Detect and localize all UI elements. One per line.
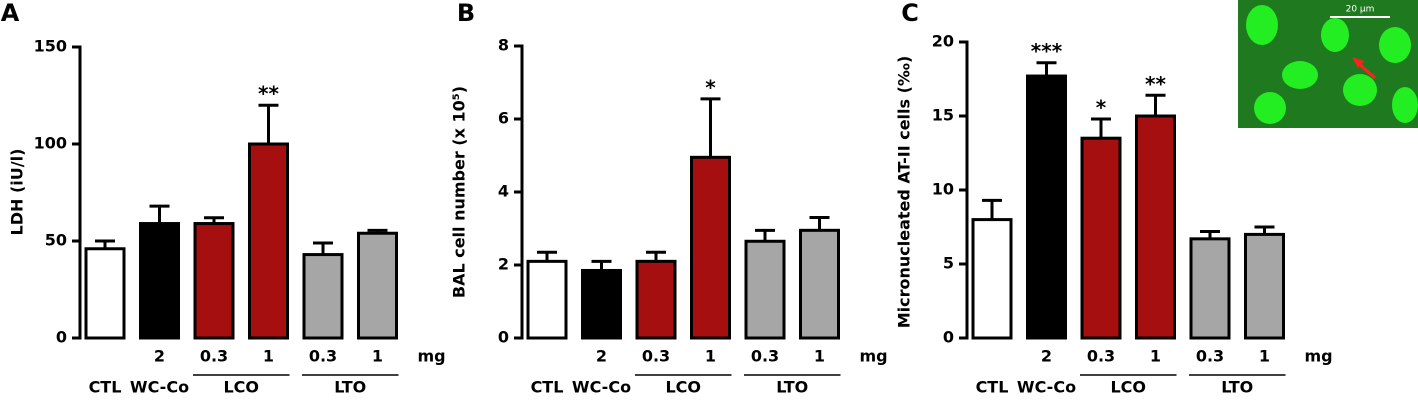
- bar: [1189, 237, 1231, 340]
- y-tick-label: 15: [932, 106, 954, 125]
- dose-label: 0.3: [200, 347, 228, 366]
- panel-label: C: [901, 0, 919, 27]
- dose-label: 1: [1259, 347, 1270, 366]
- y-axis-title: BAL cell number (x 10⁵): [450, 86, 469, 298]
- bar: [139, 222, 180, 340]
- group-label: CTL: [531, 378, 564, 397]
- y-tick-label: 0: [943, 328, 954, 347]
- significance-label: *: [705, 75, 716, 99]
- y-tick-label: 50: [45, 231, 67, 250]
- dose-label: 0.3: [309, 347, 337, 366]
- y-tick-label: 0: [56, 328, 67, 347]
- dose-unit: mg: [860, 347, 888, 366]
- dose-unit: mg: [1305, 347, 1333, 366]
- dose-label: 1: [814, 347, 825, 366]
- y-tick-label: 4: [498, 182, 509, 201]
- significance-label: ***: [1031, 39, 1063, 63]
- dose-label: 1: [705, 347, 716, 366]
- bar: [581, 268, 622, 340]
- y-tick-label: 100: [34, 134, 67, 153]
- y-tick-label: 8: [498, 36, 509, 55]
- dose-label: 1: [372, 347, 383, 366]
- nucleus: [1392, 87, 1418, 123]
- group-label: LTO: [1221, 378, 1253, 397]
- group-label: CTL: [976, 378, 1009, 397]
- bar: [799, 228, 840, 340]
- y-tick-label: 2: [498, 255, 509, 274]
- nucleus: [1246, 5, 1278, 45]
- dose-label: 0.3: [642, 347, 670, 366]
- significance-label: *: [1096, 95, 1107, 119]
- dose-label: 2: [154, 347, 165, 366]
- group-label: LTO: [334, 378, 366, 397]
- bar: [193, 222, 235, 340]
- dose-label: 2: [596, 347, 607, 366]
- bar: [526, 259, 568, 340]
- dose-unit: mg: [418, 347, 446, 366]
- group-label: WC-Co: [130, 378, 189, 397]
- group-label: LCO: [1110, 378, 1146, 397]
- y-tick-label: 0: [498, 328, 509, 347]
- bar: [1135, 114, 1176, 340]
- micrograph-inset: 20 µm: [1238, 0, 1418, 128]
- dose-label: 1: [1150, 347, 1161, 366]
- bar: [248, 142, 289, 340]
- y-tick-label: 10: [932, 180, 954, 199]
- y-tick-label: 5: [943, 254, 954, 273]
- dose-label: 0.3: [1087, 347, 1115, 366]
- nucleus: [1379, 27, 1411, 63]
- dose-label: 0.3: [1196, 347, 1224, 366]
- group-label: LCO: [665, 378, 701, 397]
- group-label: WC-Co: [1017, 378, 1076, 397]
- bar: [357, 231, 398, 340]
- dose-label: 1: [263, 347, 274, 366]
- nucleus: [1282, 61, 1318, 89]
- bar: [1080, 136, 1122, 340]
- bar: [1026, 74, 1067, 340]
- group-label: LCO: [223, 378, 259, 397]
- group-label: CTL: [89, 378, 122, 397]
- bar: [744, 239, 786, 340]
- significance-label: **: [1145, 72, 1166, 96]
- nucleus: [1343, 74, 1377, 106]
- group-label: WC-Co: [572, 378, 631, 397]
- significance-label: **: [258, 82, 279, 106]
- arrow-head: [1352, 57, 1364, 68]
- group-label: LTO: [776, 378, 808, 397]
- scale-label: 20 µm: [1346, 5, 1375, 15]
- nucleus: [1321, 18, 1349, 52]
- dose-label: 0.3: [751, 347, 779, 366]
- y-tick-label: 20: [932, 32, 954, 51]
- bar: [635, 259, 677, 340]
- dose-label: 2: [1041, 347, 1052, 366]
- panel-label: B: [457, 0, 475, 27]
- bar: [1244, 232, 1285, 340]
- y-tick-label: 6: [498, 109, 509, 128]
- y-tick-label: 150: [34, 37, 67, 56]
- y-axis-title: Micronucleated AT-II cells (‰): [895, 56, 914, 329]
- bar: [971, 218, 1013, 340]
- bar: [84, 247, 126, 340]
- panel-label: A: [1, 0, 20, 27]
- bar: [302, 253, 344, 340]
- y-axis-title: LDH (iU/l): [8, 149, 27, 236]
- bar: [690, 155, 731, 340]
- nucleus: [1254, 92, 1286, 124]
